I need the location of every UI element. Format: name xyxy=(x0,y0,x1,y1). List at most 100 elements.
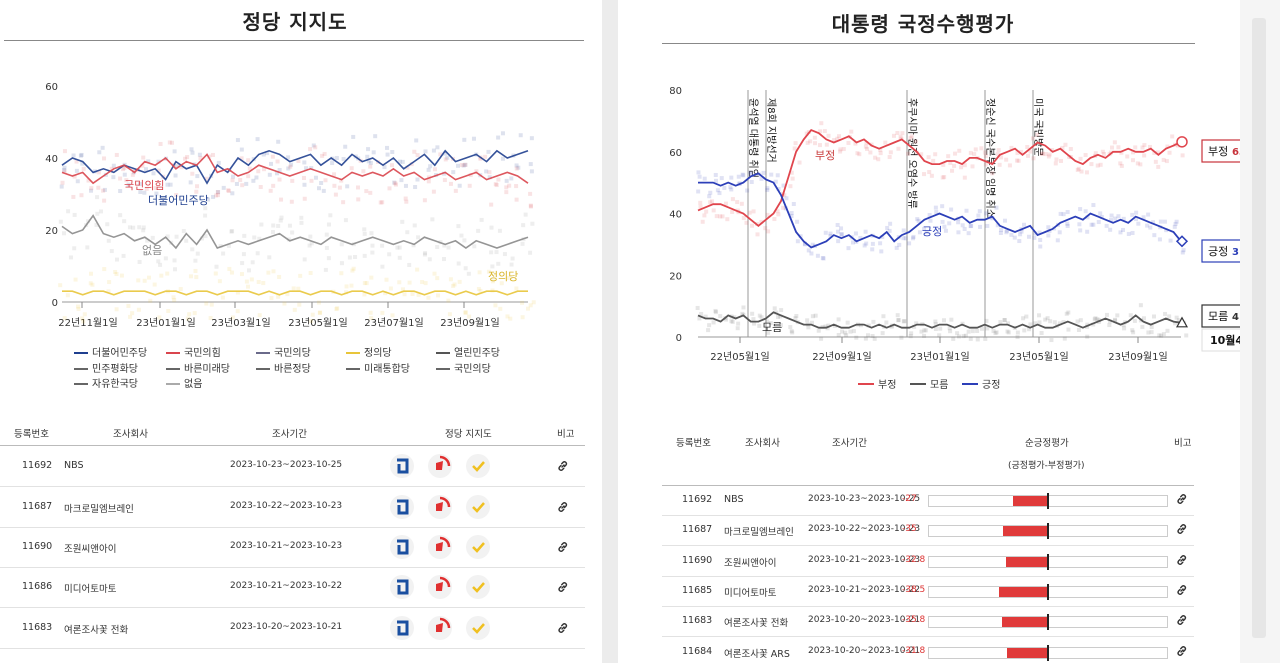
poll-dot xyxy=(1164,228,1169,233)
poll-dot xyxy=(339,178,344,183)
poll-dot xyxy=(124,178,129,183)
poll-dot xyxy=(193,268,198,273)
poll-dot xyxy=(467,183,472,188)
poll-dot xyxy=(111,163,116,168)
poll-dot xyxy=(332,183,337,188)
event-label: 제8회 지방선거 xyxy=(765,98,777,163)
row-link-icon[interactable] xyxy=(1175,613,1189,627)
poll-dot xyxy=(1133,145,1138,150)
poll-dot xyxy=(759,315,764,320)
poll-dot xyxy=(355,185,360,190)
poll-dot xyxy=(195,251,200,256)
legend-item[interactable]: 민주평화당 xyxy=(74,360,138,375)
y-tick-label: 80 xyxy=(669,86,682,97)
poll-dot xyxy=(230,229,235,234)
poll-dot xyxy=(463,310,468,315)
poll-dot xyxy=(276,294,281,299)
poll-dot xyxy=(822,129,827,134)
poll-dot xyxy=(1165,328,1170,333)
legend-item[interactable]: 열린민주당 xyxy=(436,344,500,359)
poll-dot xyxy=(952,163,957,168)
poll-dot xyxy=(745,188,750,193)
poll-dot xyxy=(949,317,954,322)
poll-dot xyxy=(1180,250,1185,255)
poll-dot xyxy=(313,145,318,150)
row-rule xyxy=(662,545,1194,546)
poll-dot xyxy=(984,318,989,323)
poll-dot xyxy=(1135,161,1140,166)
poll-dot xyxy=(1181,248,1186,253)
poll-dot xyxy=(1122,326,1127,331)
scrollbar-thumb[interactable] xyxy=(1252,18,1266,638)
legend-item[interactable]: 자유한국당 xyxy=(74,375,138,390)
poll-dot xyxy=(114,152,119,157)
poll-dot xyxy=(888,221,893,226)
poll-dot xyxy=(1167,150,1172,155)
legend-item[interactable]: 바른정당 xyxy=(256,360,311,375)
legend-item[interactable]: 국민의당 xyxy=(256,344,311,359)
row-rule xyxy=(662,515,1194,516)
legend-item[interactable]: 없음 xyxy=(166,375,202,390)
poll-dot xyxy=(442,171,447,176)
approval-chart: 0 20 40 60 80 22년05월1일 22년09월1일 23년01월1일 23년05월1… xyxy=(669,86,1240,391)
legend-item[interactable]: 더불어민주당 xyxy=(74,344,147,359)
poll-dot xyxy=(448,181,453,186)
poll-dot xyxy=(80,161,85,166)
row-link-icon[interactable] xyxy=(1175,583,1189,597)
poll-dot xyxy=(271,183,276,188)
row-link-icon[interactable] xyxy=(1175,492,1189,506)
poll-dot xyxy=(1164,159,1169,164)
left-panel-title: 정당 지지도 xyxy=(242,10,348,34)
row-link-icon[interactable] xyxy=(556,621,570,635)
poll-dot xyxy=(960,321,965,326)
poll-dot xyxy=(397,280,402,285)
row-link-icon[interactable] xyxy=(556,459,570,473)
poll-dot xyxy=(768,321,773,326)
poll-dot xyxy=(256,169,261,174)
poll-dot xyxy=(828,231,833,236)
poll-dot xyxy=(815,253,820,258)
page-scrollbar[interactable] xyxy=(1240,0,1280,663)
poll-dot xyxy=(230,178,235,183)
poll-dot xyxy=(231,174,236,179)
poll-dot xyxy=(1066,327,1071,332)
poll-dot xyxy=(151,171,156,176)
poll-dot xyxy=(140,163,145,168)
poll-dot xyxy=(255,251,260,256)
poll-dot xyxy=(1050,148,1055,153)
legend-item[interactable]: 국민의당 xyxy=(436,360,491,375)
poll-dot xyxy=(62,231,67,236)
row-link-icon[interactable] xyxy=(556,500,570,514)
poll-dot xyxy=(509,262,514,267)
row-link-icon[interactable] xyxy=(1175,553,1189,567)
row-link-icon[interactable] xyxy=(1175,644,1189,658)
poll-dot xyxy=(309,178,314,183)
poll-dot xyxy=(239,156,244,161)
legend-label: 바른정당 xyxy=(274,364,311,375)
poll-dot xyxy=(407,262,412,267)
row-link-icon[interactable] xyxy=(556,580,570,594)
legend-item[interactable]: 바른미래당 xyxy=(166,360,230,375)
row-link-icon[interactable] xyxy=(556,540,570,554)
legend-label: 모름 xyxy=(930,379,948,391)
poll-dot xyxy=(862,243,867,248)
link-icon-path xyxy=(558,582,568,592)
poll-dot xyxy=(969,223,974,228)
poll-dot xyxy=(487,170,492,175)
legend-label: 국민의당 xyxy=(274,348,311,359)
poll-dot xyxy=(1141,215,1146,220)
poll-dot xyxy=(326,256,331,261)
poll-dot xyxy=(58,219,63,224)
poll-dot xyxy=(913,139,918,144)
poll-dot xyxy=(1173,321,1178,326)
legend-item[interactable]: 국민의힘 xyxy=(166,344,221,359)
poll-dot xyxy=(1030,136,1035,141)
legend-label: 바른미래당 xyxy=(184,364,230,375)
poll-dot xyxy=(217,279,222,284)
poll-dot xyxy=(700,219,705,224)
legend-item[interactable]: 미래통합당 xyxy=(346,360,410,375)
poll-dot xyxy=(158,141,163,146)
poll-dot xyxy=(1138,162,1143,167)
legend-item[interactable]: 정의당 xyxy=(346,344,392,359)
row-link-icon[interactable] xyxy=(1175,522,1189,536)
